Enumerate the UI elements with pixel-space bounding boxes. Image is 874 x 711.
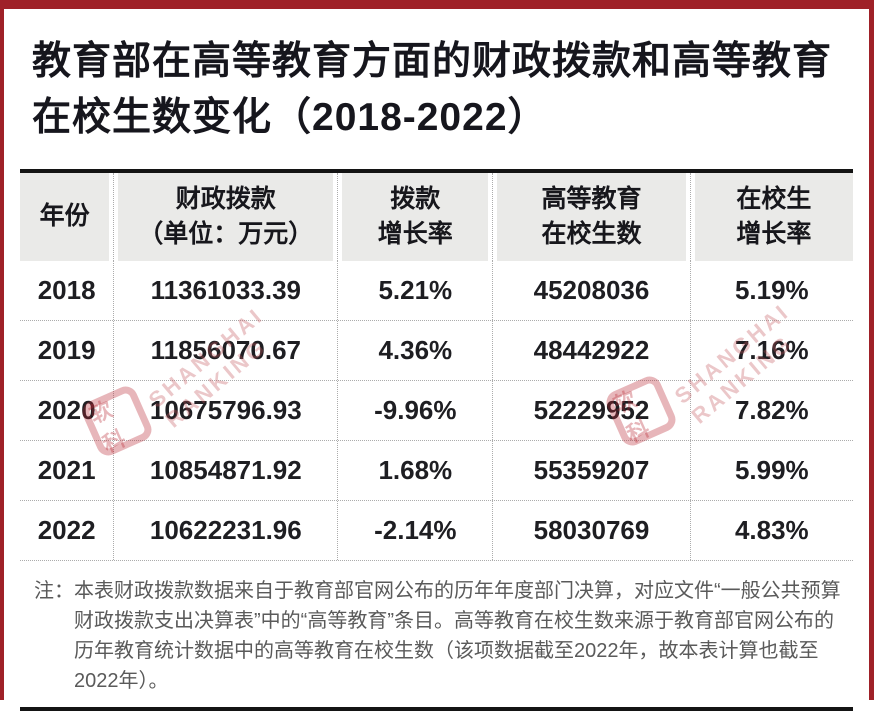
page-title: 教育部在高等教育方面的财政拨款和高等教育 在校生数变化（2018-2022） <box>32 34 843 146</box>
table-cell: 2022 <box>37 515 96 545</box>
table-cell: -9.96% <box>337 381 492 440</box>
header-cell-label: 高等教育 在校生数 <box>497 173 686 261</box>
header-cell: 在校生 增长率 <box>689 173 853 261</box>
table-row: 2022 10622231.96 -2.14% 58030769 4.83% <box>20 500 853 560</box>
table-cell: 7.16% <box>689 321 853 380</box>
table-body: 2018 11361033.39 5.21% 45208036 5.19% 2019 118… <box>20 261 853 560</box>
table-cell: 11361033.39 <box>113 261 337 320</box>
table-cell: 7.82% <box>689 381 853 440</box>
table-row: 2020 10675796.93 -9.96% 52229952 7.82% <box>20 380 853 440</box>
table-cell: 58030769 <box>492 501 689 560</box>
header-cell: 高等教育 在校生数 <box>492 173 689 261</box>
table-cell: 10622231.96 <box>113 501 337 560</box>
table-row: 2018 11361033.39 5.21% 45208036 5.19% <box>20 261 853 320</box>
header-cell-label: 在校生 增长率 <box>694 173 853 261</box>
table-cell: 5.99% <box>689 441 853 500</box>
title-line-1: 教育部在高等教育方面的财政拨款和高等教育 <box>32 40 833 83</box>
table-cell: 11856070.67 <box>113 321 337 380</box>
table-cell: 5.19% <box>689 261 853 320</box>
header-cell: 拨款 增长率 <box>337 173 492 261</box>
table-cell: -2.14% <box>337 501 492 560</box>
table-header: 年份 财政拨款 （单位：万元） 拨款 增长率 高等教育 在校生数 在校生 增长率 <box>20 173 853 261</box>
table-cell: 5.21% <box>337 261 492 320</box>
header-cell: 年份 <box>20 173 113 261</box>
footnote: 注： 本表财政拨款数据来自于教育部官网公布的历年年度部门决算，对应文件“一般公共… <box>20 560 853 707</box>
table-cell: 2018 <box>37 275 96 305</box>
table-cell: 55359207 <box>492 441 689 500</box>
header-cell-label: 年份 <box>20 173 110 261</box>
table-row: 2019 11856070.67 4.36% 48442922 7.16% <box>20 320 853 380</box>
table-cell: 10675796.93 <box>113 381 337 440</box>
table-cell: 4.83% <box>689 501 853 560</box>
data-table: 年份 财政拨款 （单位：万元） 拨款 增长率 高等教育 在校生数 在校生 增长率 2018 113… <box>20 169 853 711</box>
header-cell: 财政拨款 （单位：万元） <box>113 173 337 261</box>
table-cell: 1.68% <box>337 441 492 500</box>
title-line-2: 在校生数变化（2018-2022） <box>32 96 548 139</box>
table-cell: 2020 <box>37 395 96 425</box>
table-cell: 52229952 <box>492 381 689 440</box>
table-cell: 2021 <box>37 455 96 485</box>
table-row: 2021 10854871.92 1.68% 55359207 5.99% <box>20 440 853 500</box>
header-cell-label: 拨款 增长率 <box>342 173 489 261</box>
table-cell: 45208036 <box>492 261 689 320</box>
footnote-label: 注： <box>34 580 74 602</box>
table-cell: 4.36% <box>337 321 492 380</box>
footnote-text: 本表财政拨款数据来自于教育部官网公布的历年年度部门决算，对应文件“一般公共预算财… <box>74 580 841 692</box>
table-cell: 48442922 <box>492 321 689 380</box>
header-cell-label: 财政拨款 （单位：万元） <box>118 173 334 261</box>
table-cell: 2019 <box>37 335 96 365</box>
content-area: 教育部在高等教育方面的财政拨款和高等教育 在校生数变化（2018-2022） 年… <box>4 34 869 711</box>
table-cell: 10854871.92 <box>113 441 337 500</box>
